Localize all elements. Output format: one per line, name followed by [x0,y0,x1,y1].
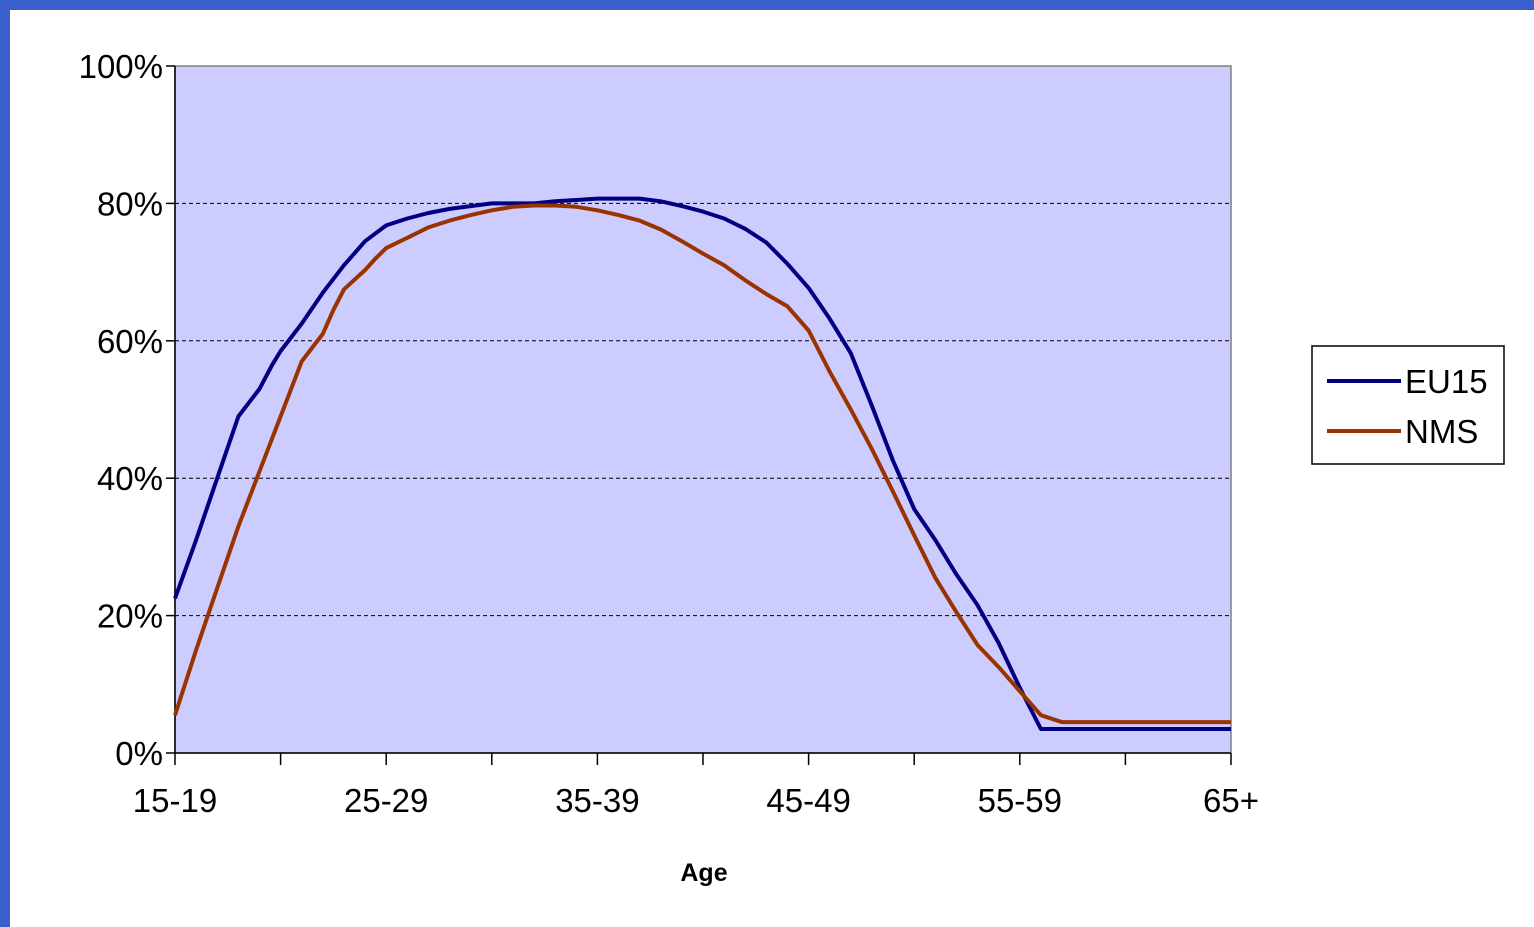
x-tick-label: 25-29 [344,782,428,819]
x-axis-title: Age [680,859,727,887]
y-tick-label: 0% [115,735,163,772]
x-tick-label: 35-39 [555,782,639,819]
y-tick-label: 80% [97,185,163,222]
legend-label-eu15: EU15 [1405,363,1488,400]
x-tick-label: 55-59 [978,782,1062,819]
y-tick-label: 60% [97,323,163,360]
plot-area [174,65,1232,754]
series-line-eu15 [173,196,1231,731]
chart-frame: 0% 20% 40% 60% 80% 100% 15-19 25-29 35-39 45-49 55… [10,10,1534,927]
x-tick-label: 45-49 [766,782,850,819]
series-line-nms [173,203,1231,725]
line-chart: 0% 20% 40% 60% 80% 100% 15-19 25-29 35-39 45-49 55… [79,48,1505,887]
y-tick-label: 20% [97,598,163,635]
x-tick-label: 15-19 [133,782,217,819]
x-tick-label: 65+ [1203,782,1259,819]
legend [1311,345,1505,465]
y-tick-label: 40% [97,460,163,497]
y-tick-label: 100% [79,48,163,85]
legend-label-nms: NMS [1405,413,1478,450]
